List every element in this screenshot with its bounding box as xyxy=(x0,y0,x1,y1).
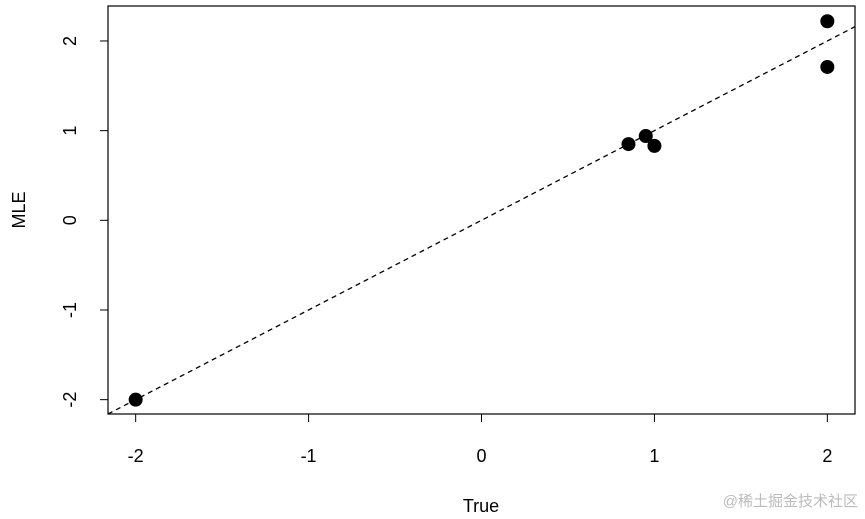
x-tick-label: 1 xyxy=(649,446,659,466)
y-tick-label: 2 xyxy=(60,36,80,46)
y-tick-label: -1 xyxy=(60,302,80,318)
y-tick-label: -2 xyxy=(60,392,80,408)
x-axis-label: True xyxy=(463,496,499,516)
watermark: @稀土掘金技术社区 xyxy=(723,493,858,510)
plot-box xyxy=(107,5,856,415)
x-tick-label: 2 xyxy=(822,446,832,466)
point xyxy=(621,137,636,152)
point xyxy=(638,129,653,144)
x-tick-label: -1 xyxy=(301,446,317,466)
y-tick-label: 0 xyxy=(60,215,80,225)
y-tick-label: 1 xyxy=(60,126,80,136)
point xyxy=(820,59,835,74)
x-tick-label: 0 xyxy=(476,446,486,466)
y-axis-label: MLE xyxy=(9,191,29,228)
point xyxy=(647,138,662,153)
point xyxy=(128,392,143,407)
point xyxy=(820,14,835,29)
identity-line xyxy=(108,25,855,414)
x-tick-label: -2 xyxy=(128,446,144,466)
reference-group xyxy=(108,25,855,414)
